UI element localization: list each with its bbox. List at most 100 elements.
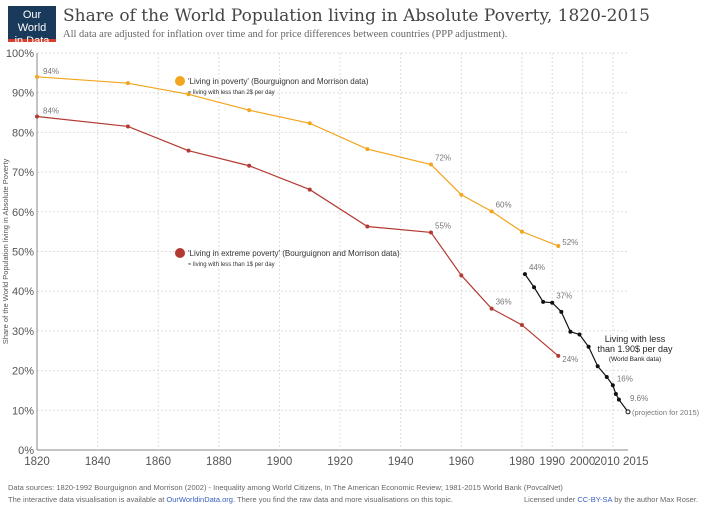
data-point (613, 392, 618, 397)
data-label: 44% (529, 263, 545, 272)
data-label: 37% (556, 292, 572, 301)
interactive-pre: The interactive data visualisation is av… (8, 495, 167, 504)
data-label: 52% (562, 238, 578, 247)
x-tick-label: 1940 (388, 456, 414, 468)
data-label: 16% (617, 374, 633, 383)
data-point (610, 383, 615, 388)
x-tick-label: 1840 (85, 456, 111, 468)
license-pre: Licensed under (523, 495, 578, 504)
wb-label-2: than 1.90$ per day (597, 344, 673, 354)
data-point (247, 163, 252, 168)
data-point (586, 344, 591, 349)
data-point (489, 209, 494, 214)
data-point (625, 409, 631, 415)
legend-poverty-note: ≈ living with less than 2$ per day (188, 90, 275, 96)
data-label: 94% (43, 67, 59, 76)
license-note: Licensed under CC-BY-SA by the author Ma… (524, 495, 698, 504)
data-point (459, 273, 464, 278)
logo-line2: in Data (14, 35, 50, 47)
data-sources: Data sources: 1820-1992 Bourguignon and … (8, 483, 563, 492)
legend-poverty: 'Living in poverty' (Bourguignon and Mor… (188, 77, 369, 86)
data-point (559, 309, 564, 314)
x-tick-label: 2010 (594, 456, 620, 468)
interactive-note: The interactive data visualisation is av… (8, 495, 453, 504)
legend-extreme-note: ≈ living with less than 1$ per day (188, 262, 275, 268)
data-point (532, 285, 537, 290)
data-point (365, 224, 370, 229)
data-point (429, 230, 433, 235)
y-tick-label: 80% (12, 127, 34, 139)
y-tick-label: 20% (12, 366, 34, 378)
x-tick-label: 2000 (570, 456, 596, 468)
data-point (125, 81, 130, 86)
logo-line1: Our World (17, 9, 47, 34)
wb-label-1: Living with less (605, 334, 666, 344)
series-line-0 (36, 76, 559, 247)
chart: 0% 10% 20% 30% 40% 50% 60% 70% 80% 90% 100% 1820 184… (1, 48, 700, 468)
chart-subtitle: All data are adjusted for inflation over… (63, 29, 508, 40)
interactive-post: . There you find the raw data and more v… (232, 495, 453, 504)
x-tick-label: 2015 (623, 456, 649, 468)
data-point (35, 114, 39, 119)
projection-note: (projection for 2015) (632, 408, 700, 417)
y-tick-label: 40% (12, 286, 34, 298)
x-tick-label: 1920 (327, 456, 353, 468)
owid-link[interactable]: OurWorldinData.org (166, 495, 233, 504)
data-point (577, 332, 582, 337)
data-point (186, 92, 191, 97)
data-point (247, 108, 252, 113)
y-tick-label: 90% (12, 88, 34, 100)
data-point (556, 243, 561, 248)
data-label: 84% (43, 107, 59, 116)
legend-marker-extreme (175, 248, 185, 258)
data-label: 36% (496, 298, 512, 307)
data-point (365, 147, 370, 152)
series-line-1 (36, 115, 559, 357)
data-point (519, 229, 524, 234)
data-point (556, 353, 561, 358)
y-tick-label: 30% (12, 326, 34, 338)
data-point (604, 374, 609, 379)
data-point (35, 74, 39, 79)
legend-extreme: 'Living in extreme poverty' (Bourguignon… (188, 249, 400, 258)
data-point (541, 299, 546, 304)
x-tick-label: 1980 (509, 456, 535, 468)
x-tick-label: 1900 (267, 456, 293, 468)
license-post: by the author Max Roser. (612, 495, 698, 504)
x-tick-label: 1990 (539, 456, 565, 468)
data-point (125, 124, 130, 129)
data-label: 60% (496, 200, 512, 209)
y-tick-label: 10% (12, 405, 34, 417)
owid-logo: Our World in Data (8, 6, 56, 47)
data-point (307, 187, 312, 192)
data-point (489, 306, 494, 311)
license-link[interactable]: CC-BY-SA (577, 495, 613, 504)
data-label: 72% (435, 154, 451, 163)
chart-title: Share of the World Population living in … (63, 6, 650, 26)
data-point (307, 121, 312, 126)
data-point (550, 300, 555, 305)
data-label: 9.6% (630, 394, 648, 403)
data-point (595, 364, 600, 369)
y-axis-title: Share of the World Population living in … (1, 159, 10, 345)
data-point (519, 322, 524, 327)
y-tick-label: 50% (12, 247, 34, 259)
x-tick-label: 1960 (449, 456, 475, 468)
data-point (459, 192, 464, 197)
y-tick-label: 100% (6, 48, 34, 60)
y-tick-label: 70% (12, 167, 34, 179)
data-point (429, 162, 433, 167)
y-tick-label: 60% (12, 207, 34, 219)
data-point (522, 272, 527, 277)
legend-marker-poverty (175, 76, 185, 86)
data-point (616, 397, 621, 402)
data-point (568, 329, 573, 334)
wb-note: (World Bank data) (609, 356, 661, 363)
y-tick-label: 0% (18, 445, 34, 457)
x-tick-label: 1820 (24, 456, 50, 468)
data-point (186, 148, 191, 153)
x-tick-label: 1880 (206, 456, 232, 468)
data-label: 24% (562, 355, 578, 364)
x-tick-label: 1860 (145, 456, 171, 468)
data-label: 55% (435, 221, 451, 230)
